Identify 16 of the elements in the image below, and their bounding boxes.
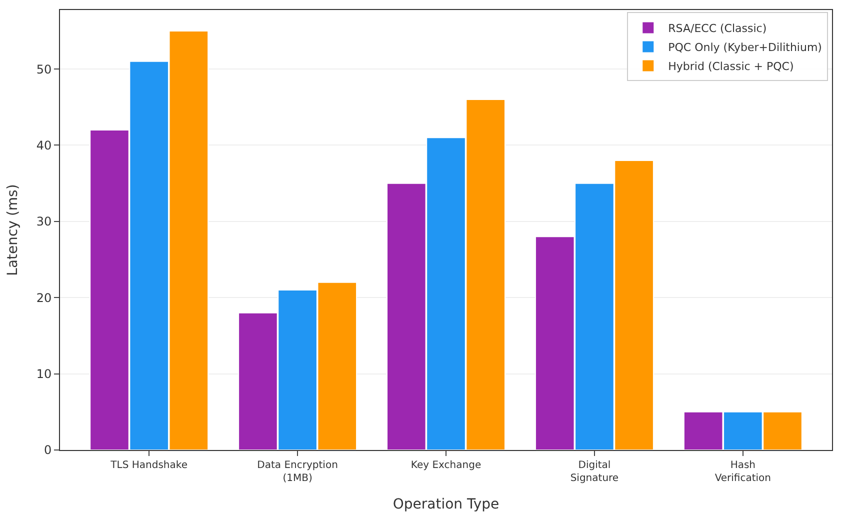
y-tick-label: 20: [36, 290, 52, 305]
x-tick-label: Key Exchange: [410, 460, 482, 471]
y-tick-label: 40: [36, 138, 52, 152]
legend-label: RSA/ECC (Classic): [668, 22, 767, 35]
y-axis-title: Latency (ms): [4, 184, 21, 276]
y-tick-label: 10: [36, 367, 52, 382]
y-tick-label: 30: [36, 214, 52, 229]
legend-label: PQC Only (Kyber+Dilithium): [668, 40, 822, 54]
x-tick-label: Digital Signature: [570, 460, 619, 484]
x-tick-label: Hash Verification: [714, 460, 772, 484]
y-tick-label: 50: [36, 62, 52, 76]
legend-label: Hybrid (Classic + PQC): [668, 60, 794, 73]
x-axis-title: Operation Type: [392, 496, 500, 512]
x-tick-label: Data Encryption (1MB): [257, 460, 338, 484]
y-tick-label: 0: [44, 443, 52, 458]
x-tick-label: TLS Handshake: [110, 460, 188, 471]
